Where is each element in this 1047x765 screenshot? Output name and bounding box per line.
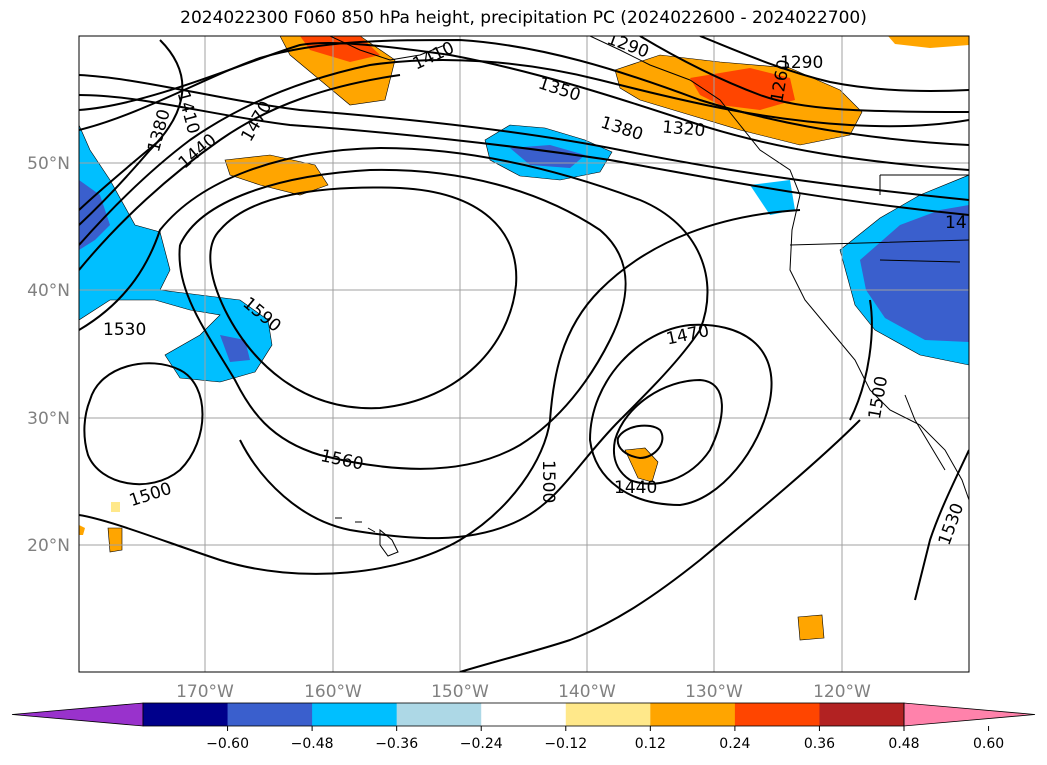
lat-label: 20°N: [27, 536, 70, 556]
lon-label: 150°W: [431, 682, 489, 702]
latitude-labels: 50°N 40°N 30°N 20°N: [27, 154, 70, 556]
colorbar-tick-label: −0.36: [375, 736, 418, 752]
colorbar-tick-label: 0.24: [719, 736, 750, 752]
contour-label: 1320: [661, 117, 706, 141]
colorbar-segment: [819, 703, 905, 726]
contour-label: 1290: [780, 53, 823, 73]
lat-label: 30°N: [27, 409, 70, 429]
colorbar-tick-label: 0.36: [804, 736, 835, 752]
graticule: [79, 36, 969, 672]
lon-label: 140°W: [558, 682, 616, 702]
lon-label: 120°W: [813, 682, 871, 702]
longitude-labels: 170°W 160°W 150°W 140°W 130°W 120°W: [176, 682, 871, 702]
height-contours: [79, 36, 969, 672]
colorbar-tick-label: −0.60: [206, 736, 249, 752]
colorbar-tick-label: −0.48: [291, 736, 334, 752]
colorbar-segment: [312, 703, 398, 726]
colorbar-segment: [650, 703, 736, 726]
map-title: 2024022300 F060 850 hPa height, precipit…: [180, 8, 867, 28]
precipitation-shading: [79, 36, 969, 641]
colorbar-tick-label: −0.24: [460, 736, 503, 752]
colorbar-extend-max: [903, 702, 1036, 727]
contour-label: 1440: [614, 478, 657, 498]
colorbar-segment: [143, 703, 229, 726]
lon-label: 160°W: [304, 682, 362, 702]
colorbar-frame: [142, 702, 905, 727]
colorbar-segment: [734, 703, 820, 726]
map-frame: [78, 35, 970, 673]
colorbar: [11, 702, 1036, 727]
colorbar-tick-label: −0.12: [544, 736, 587, 752]
colorbar-extend-min: [11, 702, 144, 727]
lat-label: 40°N: [27, 281, 70, 301]
colorbar-segment: [227, 703, 313, 726]
contour-label: 1530: [103, 320, 146, 340]
contour-label: 1500: [538, 460, 558, 503]
colorbar-tick-label: 0.60: [973, 736, 1004, 752]
map-panel: 1380 1410 1440 1470 1410 1350 1380 1290 …: [79, 36, 969, 672]
lon-label: 130°W: [685, 682, 743, 702]
colorbar-segment: [481, 703, 567, 726]
colorbar-ticks: −0.60 −0.48 −0.36 −0.24 −0.12 0.12 0.24 0.36 0.4…: [206, 726, 1004, 752]
lat-label: 50°N: [27, 154, 70, 174]
contour-label: 14: [945, 213, 967, 233]
colorbar-segment: [396, 703, 482, 726]
colorbar-tick-label: 0.48: [888, 736, 919, 752]
colorbar-tick-label: 0.12: [635, 736, 666, 752]
lon-label: 170°W: [176, 682, 234, 702]
colorbar-segment: [565, 703, 651, 726]
